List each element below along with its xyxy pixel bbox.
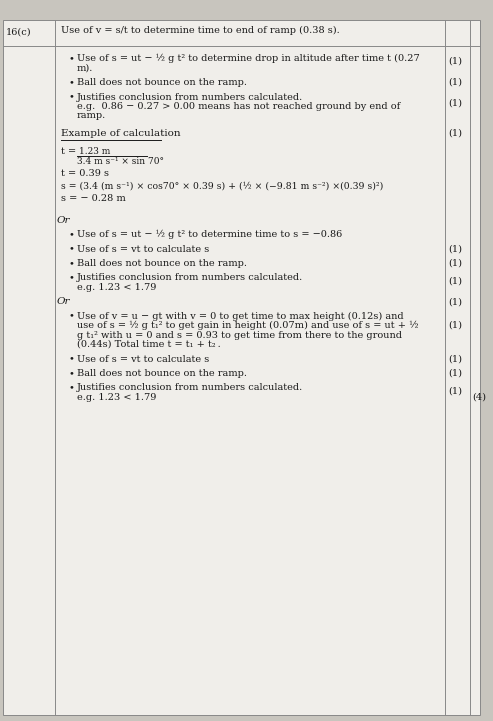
Text: 3.4 m s⁻¹ × sin 70°: 3.4 m s⁻¹ × sin 70° — [77, 157, 164, 166]
Text: s = (3.4 (m s⁻¹) × cos70° × 0.39 s) + (½ × (−9.81 m s⁻²) ×(0.39 s)²): s = (3.4 (m s⁻¹) × cos70° × 0.39 s) + (½… — [61, 182, 384, 191]
Text: Use of s = ut − ½ g t² to determine drop in altitude after time t (0.27: Use of s = ut − ½ g t² to determine drop… — [77, 54, 420, 63]
Text: Use of v = s/t to determine time to end of ramp (0.38 s).: Use of v = s/t to determine time to end … — [61, 26, 340, 35]
Text: Use of s = vt to calculate s: Use of s = vt to calculate s — [77, 355, 209, 363]
Text: e.g.  0.86 − 0.27 > 0.00 means has not reached ground by end of: e.g. 0.86 − 0.27 > 0.00 means has not re… — [77, 102, 400, 111]
Text: Ball does not bounce on the ramp.: Ball does not bounce on the ramp. — [77, 259, 247, 268]
Text: •: • — [69, 369, 75, 378]
Text: t =: t = — [61, 147, 76, 156]
Text: Or: Or — [57, 216, 70, 225]
Text: (1): (1) — [448, 259, 462, 268]
Text: (1): (1) — [448, 369, 462, 378]
Text: m).: m). — [77, 63, 93, 73]
Text: Use of s = ut − ½ g t² to determine time to s = −0.86: Use of s = ut − ½ g t² to determine time… — [77, 230, 342, 239]
Text: Or: Or — [57, 298, 70, 306]
Text: •: • — [69, 230, 75, 239]
Text: ramp.: ramp. — [77, 112, 106, 120]
Text: (1): (1) — [448, 276, 462, 286]
Text: (1): (1) — [448, 57, 462, 66]
Text: •: • — [69, 355, 75, 363]
Text: Example of calculation: Example of calculation — [61, 129, 180, 138]
Text: (1): (1) — [448, 78, 462, 87]
Text: Ball does not bounce on the ramp.: Ball does not bounce on the ramp. — [77, 369, 247, 378]
Text: 16(c): 16(c) — [6, 28, 32, 37]
Text: •: • — [69, 259, 75, 268]
Text: •: • — [69, 384, 75, 392]
Text: (1): (1) — [448, 355, 462, 363]
Text: e.g. 1.23 < 1.79: e.g. 1.23 < 1.79 — [77, 393, 156, 402]
Text: (1): (1) — [448, 320, 462, 329]
Text: (1): (1) — [448, 298, 462, 306]
Text: s = − 0.28 m: s = − 0.28 m — [61, 194, 126, 203]
Text: (1): (1) — [448, 244, 462, 254]
Text: •: • — [69, 244, 75, 254]
Text: use of s = ½ g t₁² to get gain in height (0.07m) and use of s = ut + ½: use of s = ½ g t₁² to get gain in height… — [77, 321, 419, 330]
Text: 1.23 m: 1.23 m — [79, 147, 110, 156]
Text: (1): (1) — [448, 98, 462, 107]
Text: Use of v = u − gt with v = 0 to get time to max height (0.12s) and: Use of v = u − gt with v = 0 to get time… — [77, 311, 404, 321]
Text: (0.44s) Total time t = t₁ + t₂ .: (0.44s) Total time t = t₁ + t₂ . — [77, 340, 221, 349]
Text: g t₁² with u = 0 and s = 0.93 to get time from there to the ground: g t₁² with u = 0 and s = 0.93 to get tim… — [77, 330, 402, 340]
Text: (4): (4) — [472, 392, 486, 401]
Text: Use of s = vt to calculate s: Use of s = vt to calculate s — [77, 244, 209, 254]
Text: •: • — [69, 78, 75, 87]
Text: e.g. 1.23 < 1.79: e.g. 1.23 < 1.79 — [77, 283, 156, 292]
Text: (1): (1) — [448, 386, 462, 395]
Text: (1): (1) — [448, 129, 462, 138]
Text: •: • — [69, 273, 75, 283]
Text: Justifies conclusion from numbers calculated.: Justifies conclusion from numbers calcul… — [77, 92, 303, 102]
Text: Justifies conclusion from numbers calculated.: Justifies conclusion from numbers calcul… — [77, 384, 303, 392]
Text: •: • — [69, 54, 75, 63]
Text: •: • — [69, 92, 75, 102]
Text: t = 0.39 s: t = 0.39 s — [61, 169, 109, 178]
Text: •: • — [69, 311, 75, 321]
Text: Justifies conclusion from numbers calculated.: Justifies conclusion from numbers calcul… — [77, 273, 303, 283]
Text: Ball does not bounce on the ramp.: Ball does not bounce on the ramp. — [77, 78, 247, 87]
